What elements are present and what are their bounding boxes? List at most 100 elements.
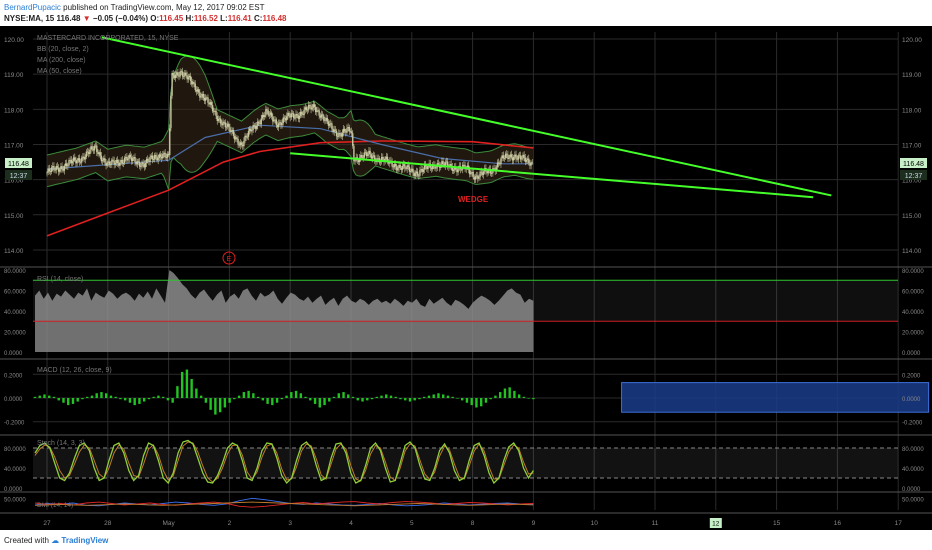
wedge-trendlines[interactable] xyxy=(101,36,832,199)
rsi-area xyxy=(35,270,534,352)
candle-body xyxy=(217,119,220,121)
candle-body xyxy=(324,120,326,122)
macd-bar xyxy=(418,398,421,400)
candle-body xyxy=(156,156,158,161)
candle-body xyxy=(186,75,188,80)
macd-bar xyxy=(522,396,526,398)
candle-body xyxy=(121,159,123,164)
macd-bar xyxy=(427,395,431,398)
candle-body xyxy=(218,118,221,120)
candle-body xyxy=(167,153,170,156)
publish-line: BernardPupacic published on TradingView.… xyxy=(4,3,264,12)
candle-body xyxy=(108,161,111,165)
candle-body xyxy=(134,157,136,162)
candle-body xyxy=(418,175,420,177)
candle-body xyxy=(357,160,360,163)
candle-body xyxy=(415,171,418,174)
candle-body xyxy=(230,130,232,132)
macd-bar xyxy=(199,395,203,398)
candle-body xyxy=(320,114,323,118)
candle-body xyxy=(316,110,318,113)
chart-canvas[interactable]: WEDGE E MASTERCARD INCORPORATED, 15, NYS… xyxy=(0,26,932,530)
candle-body xyxy=(210,102,213,106)
candle-body xyxy=(528,158,530,164)
macd-bar xyxy=(313,398,317,404)
candle-body xyxy=(277,123,280,128)
macd-bar xyxy=(513,390,516,398)
price-tick-left: 114.00 xyxy=(4,248,24,255)
candle-body xyxy=(123,157,126,164)
published-text: published on TradingView.com, May 12, 20… xyxy=(63,3,265,12)
author-link[interactable]: BernardPupacic xyxy=(4,3,61,12)
candle-body xyxy=(69,159,71,161)
rsi-pane[interactable]: RSI (14, close) xyxy=(33,270,898,352)
candle-body xyxy=(75,160,77,164)
candle-body xyxy=(522,154,524,159)
candle-body xyxy=(455,166,457,170)
tradingview-brand-link[interactable]: TradingView xyxy=(61,536,109,545)
candle-body xyxy=(176,72,178,75)
open-value: 116.45 xyxy=(159,14,184,23)
candle-body xyxy=(272,116,274,122)
macd-highlight-box[interactable] xyxy=(621,382,930,413)
macd-pane[interactable]: MACD (12, 26, close, 9) xyxy=(33,367,930,415)
candle-body xyxy=(72,157,75,162)
stoch-title: Stoch (14, 3, 3) xyxy=(37,440,85,447)
candle-body xyxy=(341,132,344,137)
candle-body xyxy=(60,166,62,170)
candle-body xyxy=(236,137,238,139)
dmi-pane[interactable]: DMI (14, 14) xyxy=(34,497,534,509)
candle-body xyxy=(449,164,451,168)
candle-body xyxy=(349,131,352,133)
candle-body xyxy=(181,71,184,77)
candle-body xyxy=(507,154,509,159)
low-label: L: xyxy=(220,14,228,23)
price-tick-right: 115.00 xyxy=(902,213,922,220)
rsi-levels xyxy=(33,279,898,322)
candle-body xyxy=(394,164,397,167)
macd-bar xyxy=(133,398,136,406)
candle-body xyxy=(434,164,436,169)
right-time-badge-bg xyxy=(900,170,927,180)
time-axis[interactable]: 2728May23458910111215161712 xyxy=(0,516,932,530)
candle-body xyxy=(456,169,458,173)
right-axis[interactable]: 120.00 119.00 118.00 117.00 116.00 115.00 114.… xyxy=(902,37,924,503)
candle-body xyxy=(223,121,225,123)
candle-body xyxy=(529,163,531,166)
price-tick-left: 118.00 xyxy=(4,107,24,114)
candle-body xyxy=(364,152,367,154)
dmi-tick-left: 50.0000 xyxy=(4,497,26,503)
candle-body xyxy=(159,154,162,157)
price-pane[interactable]: WEDGE E MASTERCARD INCORPORATED, 15, NYS… xyxy=(37,35,832,265)
macd-bar xyxy=(52,396,56,398)
earnings-marker[interactable]: E xyxy=(222,251,236,265)
candle-body xyxy=(195,89,198,92)
candle-body xyxy=(81,157,83,163)
candle-body xyxy=(115,159,118,163)
candle-body xyxy=(198,89,200,93)
macd-bar xyxy=(247,390,250,398)
candle-body xyxy=(489,169,492,174)
macd-bar xyxy=(532,398,535,400)
candle-body xyxy=(413,172,415,177)
rsi-tick-left: 0.0000 xyxy=(4,351,23,357)
candle-body xyxy=(49,170,52,172)
trendline xyxy=(290,152,814,199)
candle-body xyxy=(399,164,401,168)
candle-body xyxy=(470,172,472,175)
candle-body xyxy=(138,161,141,167)
stoch-pane[interactable]: Stoch (14, 3, 3) xyxy=(33,439,898,485)
macd-bar xyxy=(475,398,478,408)
candle-body xyxy=(187,77,189,80)
macd-bar xyxy=(517,394,521,398)
candle-body xyxy=(421,169,423,172)
time-tick: 10 xyxy=(591,520,599,527)
time-tick: 9 xyxy=(532,520,536,527)
candle-body xyxy=(506,153,508,155)
candle-body xyxy=(242,145,244,147)
candle-body xyxy=(192,82,194,85)
price-tick-left: 115.00 xyxy=(4,213,24,220)
dmi-lines xyxy=(34,497,534,508)
candle-body xyxy=(392,166,394,168)
candle-body xyxy=(147,158,149,162)
